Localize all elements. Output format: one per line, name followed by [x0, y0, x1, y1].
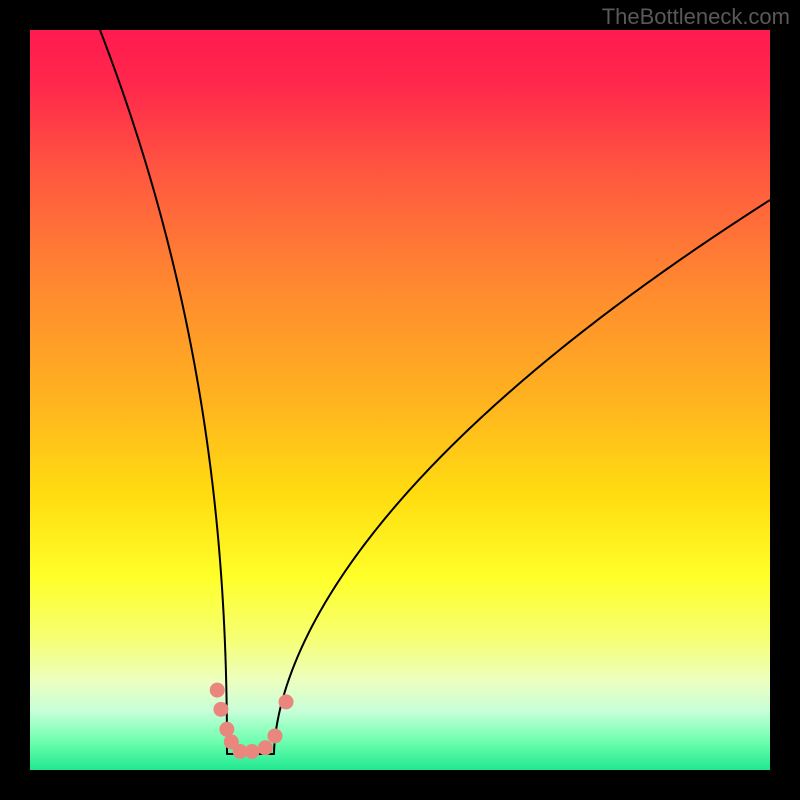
data-marker — [258, 741, 272, 755]
gradient-background — [30, 30, 770, 770]
data-marker — [220, 722, 234, 736]
data-marker — [268, 729, 282, 743]
data-marker — [245, 745, 259, 759]
data-marker — [210, 683, 224, 697]
chart-container: TheBottleneck.com — [0, 0, 800, 800]
bottleneck-chart-svg — [30, 30, 770, 770]
data-marker — [279, 695, 293, 709]
data-marker — [214, 702, 228, 716]
watermark-text: TheBottleneck.com — [602, 4, 790, 30]
plot-area — [30, 30, 770, 770]
